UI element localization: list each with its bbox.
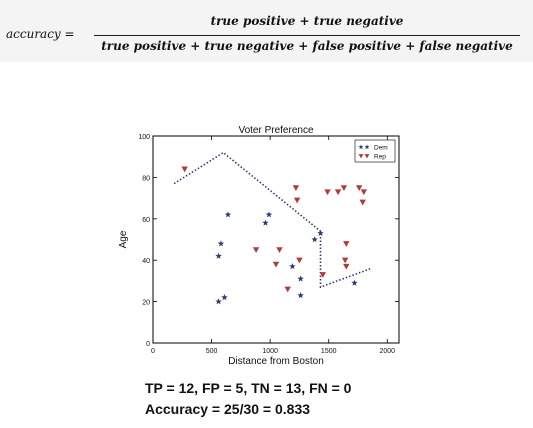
chart-title: Voter Preference [238, 125, 313, 136]
fraction-bar [94, 35, 520, 36]
y-tick-label: 40 [142, 258, 150, 265]
legend-label: Dem [374, 145, 388, 152]
voter-preference-chart: Voter Preference 0 500 1000 1500 2000 0 20 40 60 8… [108, 122, 418, 372]
y-tick-label: 100 [138, 134, 150, 141]
x-tick-label: 2000 [379, 348, 395, 355]
accuracy-formula: accuracy = true positive + true negative… [0, 0, 533, 62]
legend-label: Rep [374, 154, 386, 161]
x-axis-label: Distance from Boston [228, 356, 324, 367]
y-tick-label: 20 [142, 300, 150, 307]
x-tick-label: 1500 [321, 348, 337, 355]
plot-frame [153, 136, 399, 343]
x-tick-label: 1000 [262, 348, 278, 355]
formula-numerator: true positive + true negative [92, 14, 522, 28]
y-axis-label: Age [118, 230, 129, 248]
results-summary: TP = 12, FP = 5, TN = 13, FN = 0 Accurac… [145, 378, 351, 420]
x-tick-label: 0 [151, 348, 155, 355]
formula-denominator: true positive + true negative + false po… [92, 39, 522, 53]
x-tick-label: 500 [206, 348, 218, 355]
accuracy-result: Accuracy = 25/30 = 0.833 [145, 399, 351, 420]
y-tick-label: 0 [146, 341, 150, 348]
formula-lhs: accuracy = [6, 27, 75, 41]
y-tick-label: 60 [142, 217, 150, 224]
y-tick-label: 80 [142, 175, 150, 182]
plot-area: Voter Preference 0 500 1000 1500 2000 0 20 40 60 8… [118, 125, 399, 367]
confusion-counts: TP = 12, FP = 5, TN = 13, FN = 0 [145, 378, 351, 399]
